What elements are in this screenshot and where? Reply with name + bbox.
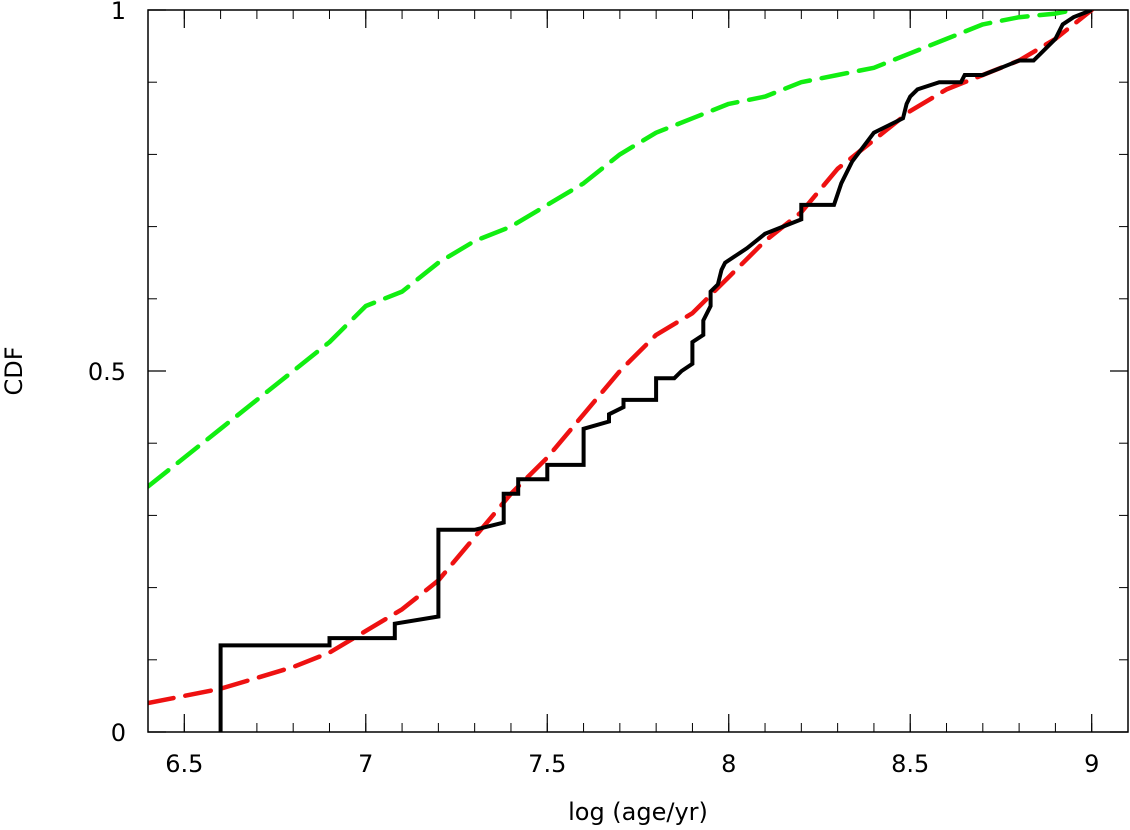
series-layer: [148, 10, 1094, 732]
y-tick-labels: 00.51: [88, 0, 126, 747]
x-tick-label: 7: [358, 750, 373, 778]
major-ticks: [148, 9, 1128, 733]
series-line-green-dashed: [148, 10, 1076, 489]
x-tick-label: 8: [721, 750, 736, 778]
x-tick-labels: 6.5 7 7.5 8 8.5 9: [165, 750, 1099, 778]
minor-ticks: [147, 9, 1129, 733]
x-tick-label: 9: [1084, 750, 1099, 778]
x-tick-label: 8.5: [891, 750, 929, 778]
y-tick-label: 0: [111, 719, 126, 747]
plot-frame: [147, 9, 1129, 733]
x-tick-label: 6.5: [165, 750, 203, 778]
series-line-black-step: [218, 10, 1093, 732]
y-tick-label: 0.5: [88, 358, 126, 386]
series-line-red-dashed: [148, 10, 1094, 706]
y-tick-label: 1: [111, 0, 126, 25]
x-axis-label: log (age/yr): [568, 798, 708, 826]
y-axis-label: CDF: [0, 346, 28, 395]
x-tick-label: 7.5: [528, 750, 566, 778]
